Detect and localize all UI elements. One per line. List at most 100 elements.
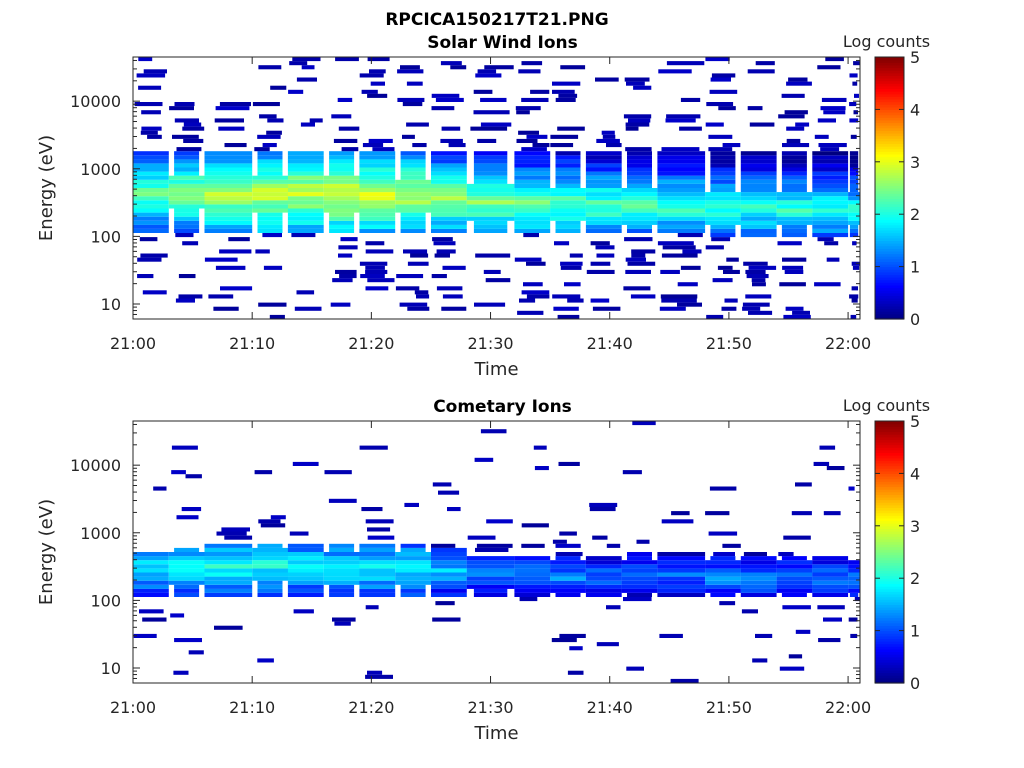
heatmap-cell — [526, 261, 546, 266]
colorbar-segment — [875, 557, 904, 561]
heatmap-cell — [814, 134, 829, 139]
heatmap-cell — [781, 155, 807, 160]
colorbar-segment — [875, 536, 904, 540]
heatmap-cell — [627, 163, 652, 168]
heatmap-cell — [585, 584, 622, 589]
heatmap-cell — [431, 228, 467, 233]
heatmap-cell — [621, 188, 658, 193]
heatmap-cell — [338, 126, 360, 131]
heatmap-cell — [705, 560, 741, 565]
heatmap-cell — [431, 208, 467, 213]
heatmap-cell — [359, 220, 396, 225]
heatmap-cell — [781, 183, 807, 188]
heatmap-cell — [339, 274, 357, 279]
heatmap-cell — [848, 486, 855, 491]
colorbar-segment — [875, 114, 904, 118]
heatmap-cell — [138, 85, 162, 90]
colorbar-segment — [875, 491, 904, 495]
heatmap-cell — [657, 580, 706, 585]
heatmap-cell — [257, 212, 283, 217]
heatmap-cell — [705, 572, 741, 577]
heatmap-cell — [784, 269, 804, 274]
heatmap-cell — [852, 81, 858, 86]
heatmap-cell — [550, 564, 586, 569]
heatmap-cell — [431, 552, 467, 557]
heatmap-cell — [817, 237, 834, 242]
heatmap-cell — [359, 204, 396, 209]
heatmap-cell — [812, 171, 849, 176]
heatmap-cell — [621, 588, 658, 593]
heatmap-cell — [680, 97, 701, 102]
colorbar-segment — [875, 468, 904, 472]
heatmap-cell — [204, 560, 253, 565]
colorbar-segment — [875, 62, 904, 66]
colorbar-segment — [875, 112, 904, 116]
heatmap-cell — [705, 122, 724, 127]
colorbar-segment — [875, 316, 904, 320]
heatmap-cell — [288, 89, 304, 94]
heatmap-cell — [706, 314, 724, 319]
colorbar-segment — [875, 465, 904, 469]
heatmap-cell — [621, 216, 658, 221]
heatmap-cell — [705, 568, 741, 573]
heatmap-cell — [777, 241, 802, 246]
y-axis-ticks — [133, 59, 860, 320]
heatmap-cell — [812, 580, 849, 585]
heatmap-cell — [657, 592, 706, 597]
heatmap-cell — [395, 204, 431, 209]
heatmap-cell — [621, 560, 658, 565]
x-tick-label: 21:00 — [110, 334, 156, 353]
heatmap-cell — [133, 560, 169, 565]
heatmap-cell — [484, 65, 514, 70]
heatmap-cell — [657, 584, 706, 589]
heatmap-cell — [215, 265, 246, 270]
colorbar-segment — [875, 117, 904, 121]
heatmap-cell — [781, 233, 807, 238]
heatmap-cell — [431, 159, 467, 164]
y-axis-label: Energy (eV) — [36, 499, 57, 605]
heatmap-cell — [431, 216, 467, 221]
heatmap-cell — [486, 519, 513, 524]
heatmap-cell — [853, 110, 858, 115]
heatmap-cell — [778, 114, 805, 119]
colorbar-segment — [875, 646, 904, 650]
colorbar-segment — [875, 190, 904, 194]
heatmap-cell — [367, 670, 383, 675]
heatmap-cell — [216, 531, 247, 536]
colorbar-segment — [875, 507, 904, 511]
heatmap-cell — [168, 576, 205, 581]
heatmap-cell — [412, 143, 427, 148]
heatmap-cell — [776, 584, 813, 589]
heatmap-cell — [431, 588, 467, 593]
heatmap-cell — [441, 126, 461, 131]
heatmap-cell — [677, 302, 702, 307]
heatmap-cell — [625, 122, 650, 127]
heatmap-cell — [257, 216, 283, 221]
heatmap-cell — [329, 592, 355, 597]
heatmap-cell — [776, 564, 813, 569]
heatmap-cell — [332, 617, 356, 622]
heatmap-cell — [849, 155, 859, 160]
heatmap-cell — [848, 208, 860, 213]
heatmap-cell — [395, 572, 431, 577]
heatmap-cell — [323, 572, 360, 577]
heatmap-cell — [477, 138, 497, 143]
heatmap-cell — [624, 77, 650, 82]
heatmap-cell — [174, 208, 200, 213]
heatmap-cell — [133, 200, 169, 205]
heatmap-cell — [133, 188, 169, 193]
heatmap-cell — [585, 188, 622, 193]
heatmap-cell — [514, 188, 551, 193]
heatmap-cell — [431, 564, 467, 569]
heatmap-cell — [367, 278, 395, 283]
heatmap-cell — [626, 81, 645, 86]
heatmap-cell — [671, 511, 690, 516]
heatmap-cell — [627, 261, 656, 266]
colorbar-segment — [875, 211, 904, 215]
heatmap-cell — [431, 592, 467, 597]
heatmap-cell — [817, 605, 845, 610]
heatmap-cell — [778, 552, 794, 557]
heatmap-cell — [400, 167, 426, 172]
colorbar-segment — [875, 298, 904, 302]
